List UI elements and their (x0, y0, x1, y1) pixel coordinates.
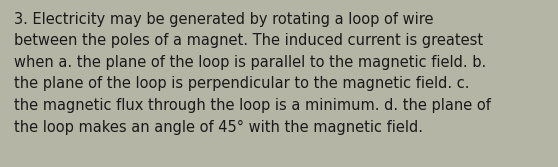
Text: 3. Electricity may be generated by rotating a loop of wire
between the poles of : 3. Electricity may be generated by rotat… (14, 12, 491, 135)
